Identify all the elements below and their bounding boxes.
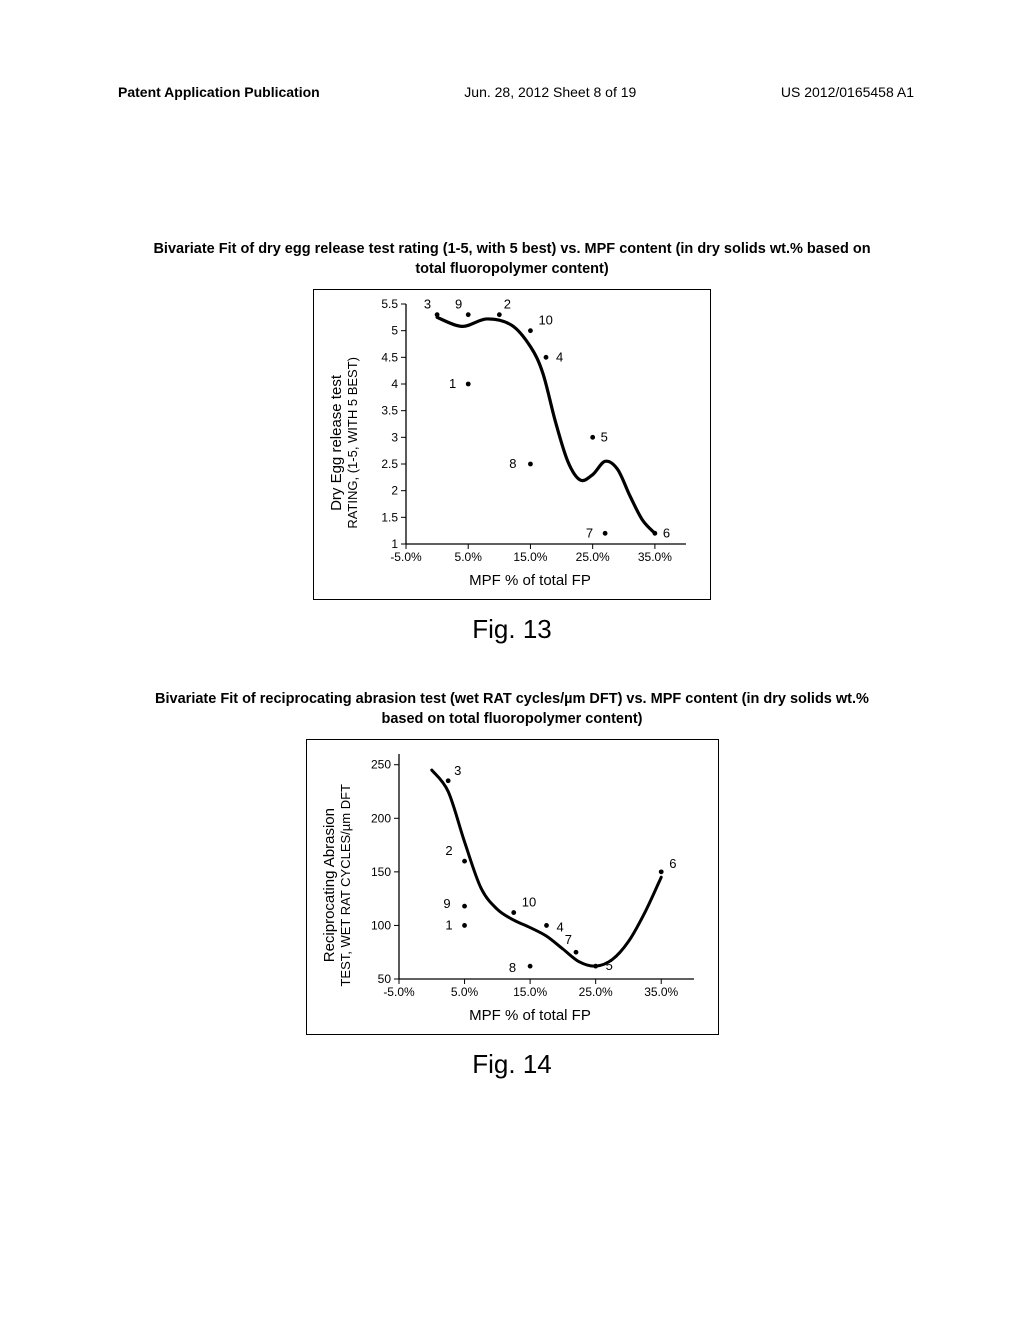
svg-text:8: 8 bbox=[509, 456, 516, 471]
svg-text:50: 50 bbox=[377, 972, 391, 986]
fig13-xlabel: MPF % of total FP bbox=[362, 572, 698, 589]
svg-text:2.5: 2.5 bbox=[381, 457, 398, 471]
svg-text:1: 1 bbox=[449, 376, 456, 391]
svg-text:5: 5 bbox=[391, 324, 398, 338]
fig13-title: Bivariate Fit of dry egg release test ra… bbox=[152, 240, 872, 279]
svg-text:200: 200 bbox=[370, 811, 390, 825]
svg-text:1.5: 1.5 bbox=[381, 510, 398, 524]
fig13-caption: Fig. 13 bbox=[0, 614, 1024, 645]
svg-text:3: 3 bbox=[424, 297, 431, 312]
svg-text:-5.0%: -5.0% bbox=[383, 985, 415, 999]
svg-text:-5.0%: -5.0% bbox=[390, 550, 422, 564]
svg-text:2: 2 bbox=[445, 843, 452, 858]
svg-text:9: 9 bbox=[443, 896, 450, 911]
fig14-ylabel-inner: TEST, WET RAT CYCLES/µm DFT bbox=[338, 784, 353, 987]
svg-text:9: 9 bbox=[455, 297, 462, 312]
svg-text:4.5: 4.5 bbox=[381, 350, 398, 364]
svg-text:15.0%: 15.0% bbox=[513, 985, 547, 999]
svg-text:35.0%: 35.0% bbox=[644, 985, 678, 999]
svg-text:8: 8 bbox=[508, 960, 515, 975]
fig14-title: Bivariate Fit of reciprocating abrasion … bbox=[152, 690, 872, 729]
svg-text:4: 4 bbox=[556, 349, 563, 364]
header-date-sheet: Jun. 28, 2012 Sheet 8 of 19 bbox=[464, 84, 636, 100]
svg-text:7: 7 bbox=[564, 932, 571, 947]
fig14-caption: Fig. 14 bbox=[0, 1049, 1024, 1080]
header-publication: Patent Application Publication bbox=[118, 84, 320, 100]
figure-14-block: Bivariate Fit of reciprocating abrasion … bbox=[0, 690, 1024, 1080]
fig13-ylabel-outer: Dry Egg release test bbox=[326, 375, 345, 511]
fig13-ylabel-inner: RATING, (1-5, WITH 5 BEST) bbox=[345, 357, 360, 529]
svg-text:5: 5 bbox=[605, 958, 612, 973]
fig14-frame: Reciprocating Abrasion TEST, WET RAT CYC… bbox=[306, 739, 719, 1035]
svg-text:4: 4 bbox=[391, 377, 398, 391]
svg-text:10: 10 bbox=[538, 313, 552, 328]
svg-text:5: 5 bbox=[601, 429, 608, 444]
fig13-plot: 1 1.5 2 2.5 3 3.5 4 4.5 5 5.5 -5.0% 5.0% 15.0% 25.0% 3… bbox=[362, 296, 698, 570]
svg-text:5.5: 5.5 bbox=[381, 297, 398, 311]
figure-13-block: Bivariate Fit of dry egg release test ra… bbox=[0, 240, 1024, 645]
svg-text:3: 3 bbox=[391, 430, 398, 444]
fig14-plot: 50 100 150 200 250 -5.0% 5.0% 15.0% 25.0% 35.0% 1 2… bbox=[355, 746, 706, 1005]
fig13-frame: Dry Egg release test RATING, (1-5, WITH … bbox=[313, 289, 711, 600]
svg-text:100: 100 bbox=[370, 919, 390, 933]
svg-text:7: 7 bbox=[586, 525, 593, 540]
svg-text:5.0%: 5.0% bbox=[455, 550, 483, 564]
fig14-xlabel: MPF % of total FP bbox=[355, 1007, 706, 1024]
svg-text:150: 150 bbox=[370, 865, 390, 879]
svg-text:4: 4 bbox=[556, 920, 563, 935]
svg-text:2: 2 bbox=[391, 484, 398, 498]
svg-text:25.0%: 25.0% bbox=[578, 985, 612, 999]
svg-text:15.0%: 15.0% bbox=[513, 550, 547, 564]
header-patent-number: US 2012/0165458 A1 bbox=[781, 84, 914, 100]
fig14-ylabel-outer: Reciprocating Abrasion bbox=[319, 808, 338, 962]
svg-text:10: 10 bbox=[521, 895, 535, 910]
page-header: Patent Application Publication Jun. 28, … bbox=[0, 84, 1024, 100]
svg-text:6: 6 bbox=[669, 856, 676, 871]
svg-text:1: 1 bbox=[391, 537, 398, 551]
svg-text:3.5: 3.5 bbox=[381, 404, 398, 418]
svg-text:250: 250 bbox=[370, 758, 390, 772]
svg-text:3: 3 bbox=[454, 763, 461, 778]
svg-text:25.0%: 25.0% bbox=[576, 550, 610, 564]
svg-text:35.0%: 35.0% bbox=[638, 550, 672, 564]
svg-text:6: 6 bbox=[663, 525, 670, 540]
svg-text:5.0%: 5.0% bbox=[450, 985, 478, 999]
svg-text:2: 2 bbox=[504, 297, 511, 312]
svg-text:1: 1 bbox=[445, 918, 452, 933]
